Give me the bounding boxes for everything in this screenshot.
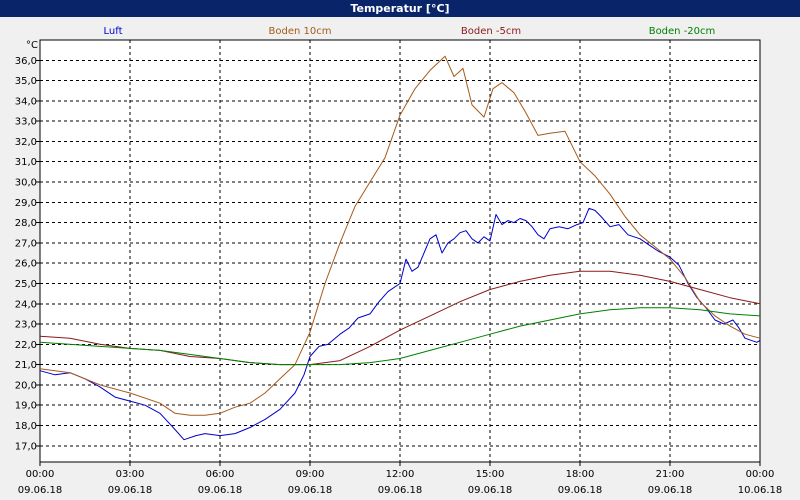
series-lines (39, 55, 761, 441)
y-tick-label: 33,0 (15, 117, 37, 128)
y-tick-label: 21,0 (15, 360, 37, 371)
y-axis-label: °C (26, 40, 38, 51)
legend-entry: Boden 10cm (269, 26, 332, 37)
y-tick-label: 18,0 (15, 421, 37, 432)
x-tick-date-label: 09.06.18 (378, 485, 423, 496)
y-tick-label: 30,0 (15, 178, 37, 189)
x-tick-date-label: 09.06.18 (558, 485, 603, 496)
x-tick-time-label: 09:00 (296, 469, 325, 480)
y-tick-label: 22,0 (15, 340, 37, 351)
y-tick-label: 34,0 (15, 96, 37, 107)
y-tick-label: 17,0 (15, 441, 37, 452)
y-tick-label: 35,0 (15, 76, 37, 87)
x-tick-date-label: 09.06.18 (468, 485, 513, 496)
y-tick-label: 36,0 (15, 56, 37, 67)
series-line-luft (39, 207, 761, 441)
x-tick-time-label: 18:00 (566, 469, 595, 480)
legend-entry: Boden -5cm (461, 26, 521, 37)
x-tick-time-label: 00:00 (746, 469, 775, 480)
y-tick-label: 24,0 (15, 299, 37, 310)
x-tick-time-label: 03:00 (116, 469, 145, 480)
x-tick-date-label: 09.06.18 (198, 485, 243, 496)
y-tick-label: 23,0 (15, 320, 37, 331)
y-tick-label: 20,0 (15, 380, 37, 391)
y-tick-label: 32,0 (15, 137, 37, 148)
legend-entry: Boden -20cm (649, 26, 716, 37)
x-tick-date-label: 09.06.18 (18, 485, 63, 496)
y-tick-label: 25,0 (15, 279, 37, 290)
x-tick-date-label: 09.06.18 (288, 485, 333, 496)
x-tick-date-label: 09.06.18 (648, 485, 693, 496)
legend: Luft Boden 10cm Boden -5cm Boden -20cm (104, 26, 716, 37)
x-tick-time-label: 21:00 (656, 469, 685, 480)
y-tick-label: 28,0 (15, 218, 37, 229)
y-tick-label: 29,0 (15, 198, 37, 209)
series-line-boden-10cm (39, 55, 761, 416)
x-tick-time-label: 15:00 (476, 469, 505, 480)
y-tick-label: 19,0 (15, 401, 37, 412)
chart-title: Temperatur [°C] (0, 0, 800, 17)
y-tick-label: 27,0 (15, 238, 37, 249)
series-line-boden-20cm (39, 307, 761, 366)
axes: 17,0 18,0 19,0 20,0 21,0 22,0 23,0 24,0 25,0 26,0… (15, 40, 783, 496)
x-tick-date-label: 09.06.18 (108, 485, 153, 496)
x-tick-date-label: 10.06.18 (738, 485, 783, 496)
x-tick-time-label: 12:00 (386, 469, 415, 480)
x-tick-time-label: 00:00 (26, 469, 55, 480)
y-tick-label: 26,0 (15, 259, 37, 270)
y-tick-label: 31,0 (15, 157, 37, 168)
grid-lines (40, 40, 760, 462)
legend-entry: Luft (104, 26, 123, 37)
x-tick-time-label: 06:00 (206, 469, 235, 480)
